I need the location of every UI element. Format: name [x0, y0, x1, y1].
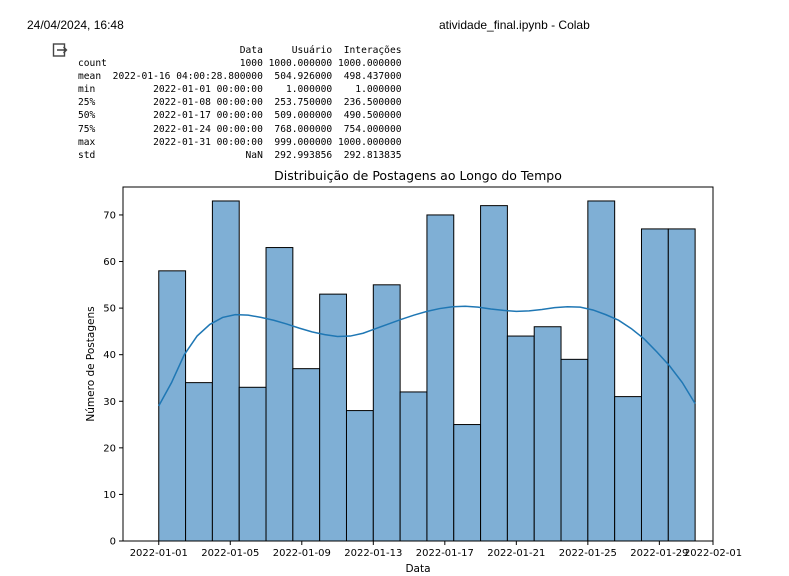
table-cell: NaN: [245, 149, 263, 161]
histogram-bar: [158, 270, 187, 542]
x-tick-label: 2022-01-17: [416, 548, 474, 559]
table-cell: 1000.000000: [337, 136, 402, 148]
table-cell: 2022-01-24 00:00:00: [153, 123, 263, 135]
y-tick-label: 70: [103, 210, 116, 221]
y-tick-label: 40: [103, 350, 116, 361]
table-row-label: 25%: [78, 97, 96, 109]
histogram-bar: [453, 424, 482, 542]
histogram-bar: [265, 247, 294, 542]
y-tick-label: 0: [110, 537, 116, 548]
table-cell: 1000.000000: [268, 58, 333, 70]
x-tick-label: 2022-01-25: [559, 548, 617, 559]
print-datetime: 24/04/2024, 16:48: [27, 18, 124, 32]
table-cell: 1.000000: [285, 84, 333, 96]
table-cell: 2022-01-01 00:00:00: [153, 84, 263, 96]
output-toggle-icon[interactable]: [52, 42, 68, 58]
x-axis-label: Data: [405, 563, 430, 575]
table-cell: 1000.000000: [337, 58, 402, 70]
x-tick-label: 2022-01-01: [130, 548, 188, 559]
histogram-bar: [480, 205, 508, 542]
y-axis-label: Número de Postagens: [85, 306, 97, 421]
histogram-bar: [426, 214, 455, 542]
table-cell: 768.000000: [274, 123, 333, 135]
histogram-bar: [238, 386, 267, 542]
y-tick-label: 50: [103, 304, 116, 315]
table-cell: 1.000000: [355, 84, 402, 96]
table-column-header: Interações: [343, 45, 402, 56]
table-cell: 498.437000: [343, 71, 402, 83]
table-row-label: mean: [78, 71, 102, 83]
x-tick-label: 2022-01-21: [487, 548, 545, 559]
table-cell: 504.926000: [274, 71, 333, 83]
histogram-bar: [185, 382, 213, 542]
table-row-label: count: [78, 58, 107, 70]
table-cell: 2022-01-17 00:00:00: [153, 110, 263, 122]
table-cell: 2022-01-08 00:00:00: [153, 97, 263, 109]
table-cell: 236.500000: [343, 97, 402, 109]
y-tick-label: 30: [103, 397, 116, 408]
table-row-label: max: [78, 136, 96, 148]
histogram-bar: [667, 228, 696, 542]
chart-title: Distribuição de Postagens ao Longo do Te…: [274, 168, 562, 183]
x-tick-label: 2022-01-09: [273, 548, 331, 559]
table-cell: 1000: [239, 58, 263, 70]
table-cell: 292.993856: [274, 149, 333, 161]
y-tick-label: 60: [103, 257, 116, 268]
histogram-bar: [399, 391, 428, 542]
plot-frame: [122, 186, 714, 542]
x-tick-label: 2022-02-01: [684, 548, 742, 559]
table-row-label: min: [78, 84, 96, 96]
histogram-bar: [292, 368, 321, 542]
y-tick-label: 10: [103, 490, 116, 501]
histogram-bar: [560, 358, 589, 542]
x-tick-label: 2022-01-05: [201, 548, 259, 559]
histogram-bar: [372, 284, 401, 542]
x-tick-label: 2022-01-13: [344, 548, 402, 559]
table-cell: 490.500000: [343, 110, 402, 122]
histogram-bar: [587, 200, 616, 542]
table-cell: 999.000000: [274, 136, 333, 148]
histogram-bar: [345, 410, 374, 542]
describe-output-table: Data Usuário Interações count 1000 1000.…: [78, 44, 402, 162]
table-cell: 754.000000: [343, 123, 402, 135]
x-tick-label: 2022-01-29: [630, 548, 688, 559]
table-cell: 509.000000: [274, 110, 333, 122]
table-cell: 292.813835: [343, 149, 402, 161]
y-tick-label: 20: [103, 443, 116, 454]
print-page-title: atividade_final.ipynb - Colab: [439, 18, 590, 32]
table-row-label: 50%: [78, 110, 96, 122]
table-row-label: std: [78, 149, 96, 161]
table-cell: 253.750000: [274, 97, 333, 109]
table-cell: 2022-01-16 04:00:28.800000: [112, 71, 263, 83]
histogram-bar: [319, 293, 347, 542]
histogram-bar: [533, 326, 562, 542]
histogram-bar: [211, 200, 240, 542]
histogram-bar: [614, 396, 642, 542]
kde-line: [158, 305, 696, 407]
table-column-header: Data: [239, 45, 263, 56]
table-row-label: 75%: [78, 123, 96, 135]
table-column-header: Usuário: [291, 45, 333, 56]
table-cell: 2022-01-31 00:00:00: [153, 136, 263, 148]
histogram-bar: [506, 335, 535, 542]
histogram-bar: [640, 228, 669, 542]
